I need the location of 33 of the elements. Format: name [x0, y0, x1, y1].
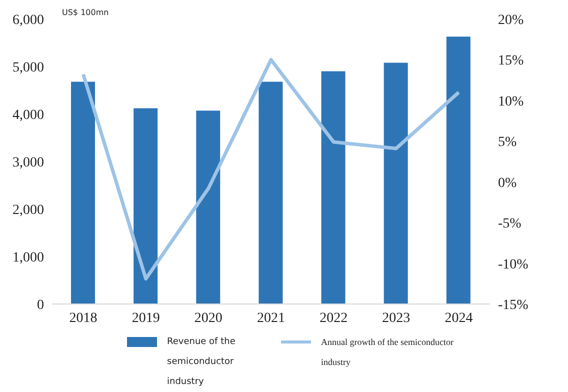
legend-label: Revenue of the semiconductor industry: [167, 336, 236, 389]
y-tick-label: 2,000: [12, 202, 44, 218]
x-tick-label: 2019: [132, 310, 160, 326]
bar: [321, 71, 346, 304]
y-tick-label: 3,000: [12, 155, 44, 170]
y2-tick-label: -10%: [498, 257, 529, 272]
x-tick-label: 2023: [382, 310, 410, 326]
y2-tick-label: 20%: [498, 12, 524, 28]
x-tick-label: 2022: [320, 310, 348, 326]
bar: [134, 108, 158, 304]
y2-tick-label: -15%: [498, 298, 529, 313]
bar: [196, 110, 220, 304]
y-tick-label: 4,000: [12, 108, 44, 123]
line-series: [82, 58, 460, 281]
y-tick-label: 0: [37, 298, 44, 313]
bar: [258, 82, 283, 304]
y2-tick-label: 10%: [498, 94, 524, 110]
bar: [384, 62, 408, 304]
bar: [71, 82, 95, 304]
bar: [446, 36, 470, 304]
y2-tick-label: 0%: [498, 176, 517, 191]
y-tick-label: 1,000: [12, 250, 44, 266]
y2-tick-label: 15%: [498, 54, 524, 69]
x-tick-label: 2021: [257, 310, 285, 326]
y-axis-title: US$ 100mn: [62, 8, 109, 17]
y2-tick-label: -5%: [498, 216, 522, 232]
x-tick-label: 2020: [194, 310, 222, 326]
y2-tick-label: 5%: [498, 135, 517, 150]
legend-label: Annual growth of the semiconductor industry: [321, 336, 454, 369]
y-tick-label: 5,000: [12, 60, 44, 76]
x-tick-label: 2024: [444, 310, 473, 326]
y-tick-label: 6,000: [12, 12, 44, 28]
x-tick-label: 2018: [69, 310, 98, 326]
